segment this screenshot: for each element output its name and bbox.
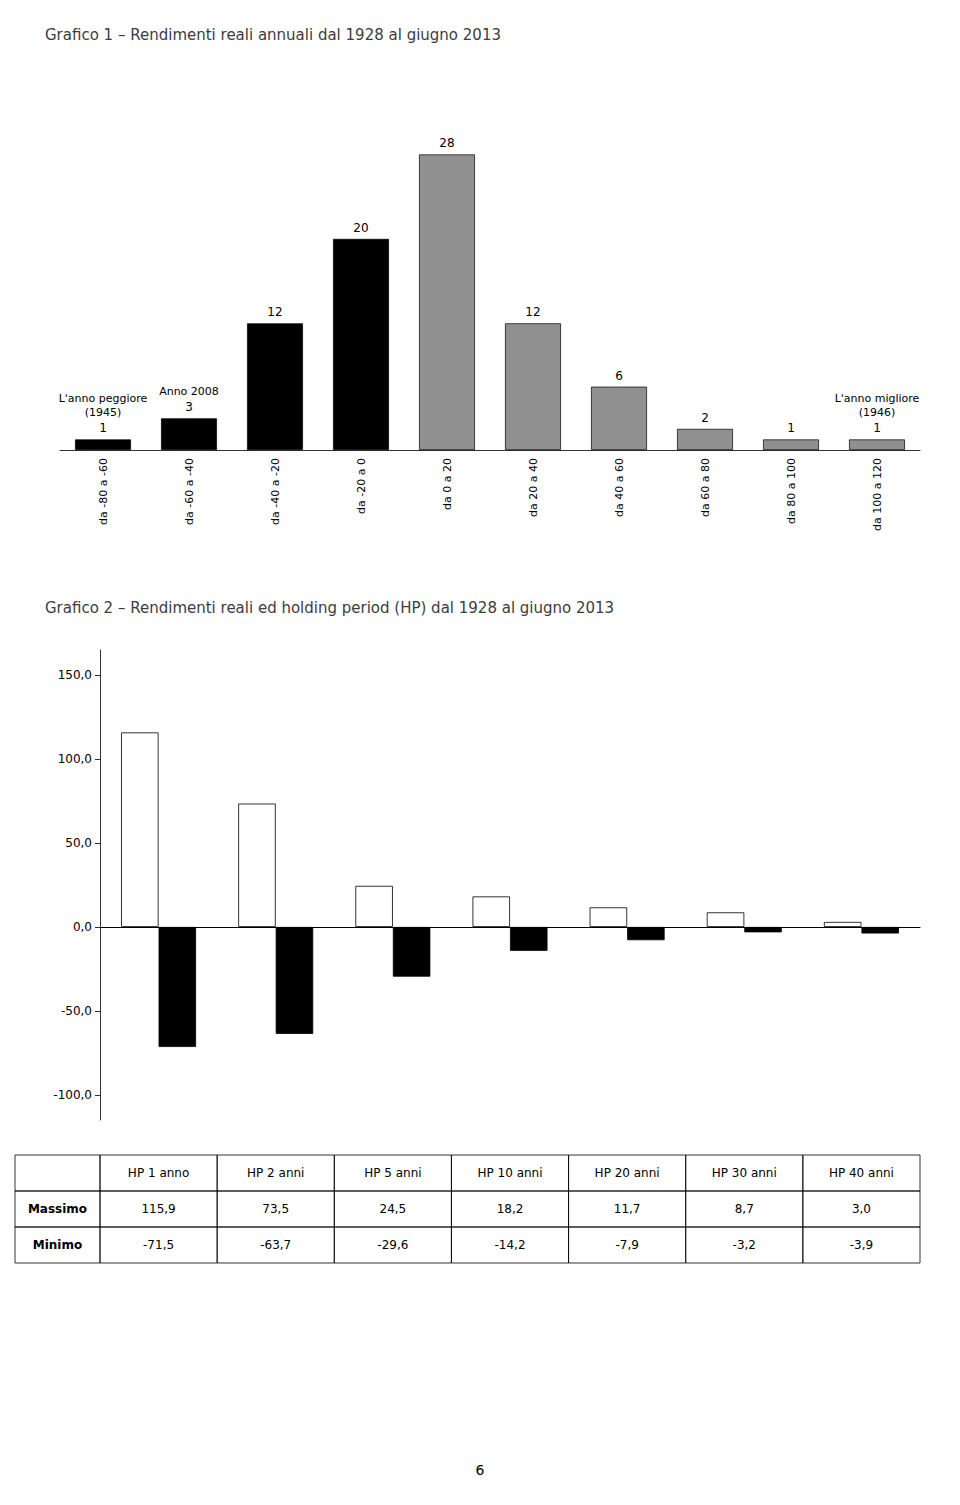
svg-text:da 20 a 40: da 20 a 40 xyxy=(527,458,540,517)
svg-text:HP 5 anni: HP 5 anni xyxy=(364,1166,421,1180)
svg-text:-100,0: -100,0 xyxy=(53,1088,92,1102)
svg-text:6: 6 xyxy=(476,1462,485,1478)
svg-text:da -20 a 0: da -20 a 0 xyxy=(355,458,368,514)
svg-text:1: 1 xyxy=(873,421,881,435)
svg-text:Grafico 1 – Rendimenti reali a: Grafico 1 – Rendimenti reali annuali dal… xyxy=(45,26,501,44)
svg-text:1: 1 xyxy=(99,421,107,435)
svg-text:da -40 a -20: da -40 a -20 xyxy=(269,458,282,525)
svg-text:8,7: 8,7 xyxy=(735,1202,754,1216)
svg-text:24,5: 24,5 xyxy=(379,1202,406,1216)
svg-text:115,9: 115,9 xyxy=(141,1202,175,1216)
svg-text:Massimo: Massimo xyxy=(28,1202,87,1216)
svg-text:0,0: 0,0 xyxy=(73,920,92,934)
svg-text:-3,9: -3,9 xyxy=(850,1238,873,1252)
svg-text:da 100 a 120: da 100 a 120 xyxy=(871,458,884,531)
svg-text:-63,7: -63,7 xyxy=(260,1238,291,1252)
svg-text:-3,2: -3,2 xyxy=(733,1238,756,1252)
svg-text:3,0: 3,0 xyxy=(852,1202,871,1216)
svg-text:1: 1 xyxy=(787,421,795,435)
svg-text:HP 30 anni: HP 30 anni xyxy=(712,1166,777,1180)
svg-text:-50,0: -50,0 xyxy=(61,1004,92,1018)
svg-text:HP 2 anni: HP 2 anni xyxy=(247,1166,304,1180)
svg-text:-7,9: -7,9 xyxy=(615,1238,638,1252)
svg-text:100,0: 100,0 xyxy=(58,752,92,766)
svg-text:-14,2: -14,2 xyxy=(494,1238,525,1252)
svg-text:da 60 a 80: da 60 a 80 xyxy=(699,458,712,517)
svg-text:18,2: 18,2 xyxy=(497,1202,524,1216)
svg-text:50,0: 50,0 xyxy=(65,836,92,850)
svg-text:da -80 a -60: da -80 a -60 xyxy=(97,458,110,525)
svg-text:150,0: 150,0 xyxy=(58,668,92,682)
svg-text:Minimo: Minimo xyxy=(33,1238,82,1252)
svg-text:Grafico 2 – Rendimenti reali e: Grafico 2 – Rendimenti reali ed holding … xyxy=(45,599,614,617)
svg-text:da 80 a 100: da 80 a 100 xyxy=(785,458,798,524)
svg-text:12: 12 xyxy=(525,305,540,319)
svg-text:(1945): (1945) xyxy=(85,406,122,419)
svg-text:da 40 a 60: da 40 a 60 xyxy=(613,458,626,517)
svg-text:da -60 a -40: da -60 a -40 xyxy=(183,458,196,525)
svg-text:20: 20 xyxy=(353,221,368,235)
svg-text:Anno 2008: Anno 2008 xyxy=(159,385,219,398)
svg-text:HP 10 anni: HP 10 anni xyxy=(477,1166,542,1180)
svg-text:(1946): (1946) xyxy=(859,406,896,419)
svg-text:HP 40 anni: HP 40 anni xyxy=(829,1166,894,1180)
svg-text:73,5: 73,5 xyxy=(262,1202,289,1216)
svg-text:-29,6: -29,6 xyxy=(377,1238,408,1252)
svg-text:L'anno peggiore: L'anno peggiore xyxy=(59,392,148,405)
svg-text:3: 3 xyxy=(185,400,193,414)
svg-text:12: 12 xyxy=(267,305,282,319)
svg-text:da 0 a 20: da 0 a 20 xyxy=(441,458,454,510)
svg-text:HP 20 anni: HP 20 anni xyxy=(595,1166,660,1180)
svg-text:28: 28 xyxy=(439,136,454,150)
svg-text:L'anno migliore: L'anno migliore xyxy=(835,392,920,405)
svg-text:2: 2 xyxy=(701,411,709,425)
svg-text:HP 1 anno: HP 1 anno xyxy=(128,1166,189,1180)
svg-text:11,7: 11,7 xyxy=(614,1202,641,1216)
svg-text:6: 6 xyxy=(615,369,623,383)
svg-text:-71,5: -71,5 xyxy=(143,1238,174,1252)
